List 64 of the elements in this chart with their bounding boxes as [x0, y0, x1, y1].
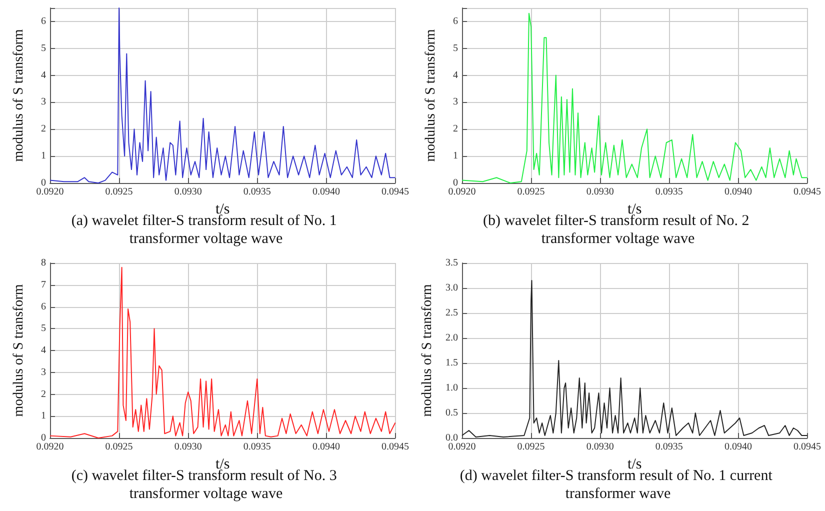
y-tick-label: 4 [41, 70, 46, 81]
y-tick-label: 8 [41, 258, 46, 268]
y-tick-label: 2 [41, 124, 46, 135]
y-tick-label: 1.0 [446, 382, 458, 394]
y-tick-label: 2.0 [446, 332, 458, 344]
x-tick-label: 0.0930 [174, 186, 202, 198]
line-series [50, 8, 396, 184]
y-axis-title: modulus of S transform [12, 284, 26, 417]
x-tick-label: 0.0920 [36, 186, 64, 198]
x-tick-label: 0.0935 [243, 442, 271, 452]
y-tick-label: 0.0 [446, 432, 458, 444]
x-tick-label: 0.0940 [724, 442, 752, 452]
x-tick-label: 0.0945 [382, 442, 409, 452]
y-tick-label: 3 [41, 366, 46, 378]
y-tick-label: 3 [41, 96, 46, 108]
x-tick-label: 0.0945 [794, 186, 821, 198]
x-tick-label: 0.0935 [655, 186, 683, 198]
y-tick-label: 6 [453, 16, 458, 27]
x-tick-label: 0.0930 [586, 442, 614, 452]
y-tick-label: 3.0 [446, 282, 458, 294]
x-tick-label: 0.0930 [174, 442, 202, 452]
y-tick-label: 2 [41, 388, 46, 400]
y-tick-label: 0 [41, 432, 46, 444]
text: (c) wavelet filter-S transform result of No. 3 transformer voltage wave [71, 468, 341, 502]
y-tick-label: 6 [41, 301, 46, 312]
x-tick-label: 0.0925 [105, 186, 133, 198]
x-tick-label: 0.0925 [517, 442, 545, 452]
y-tick-label: 5 [41, 42, 46, 54]
y-tick-label: 3.5 [446, 258, 458, 268]
x-tick-label: 0.0945 [382, 186, 409, 198]
x-tick-label: 0.0945 [794, 442, 821, 452]
y-axis-title: modulus of S transform [424, 29, 438, 162]
y-tick-label: 4 [453, 70, 458, 81]
x-tick-label: 0.0935 [655, 442, 683, 452]
x-tick-label: 0.0935 [243, 186, 271, 198]
x-tick-label: 0.0925 [105, 442, 133, 452]
y-tick-label: 1 [41, 150, 46, 162]
text: (a) wavelet filter-S transform result of No. 1 transformer voltage wave [71, 213, 341, 247]
y-tick-label: 5 [41, 323, 46, 334]
y-tick-label: 2 [453, 124, 458, 135]
y-tick-label: 1.5 [446, 358, 458, 368]
y-axis-title: modulus of S transform [12, 29, 26, 162]
text: (b) wavelet filter-S transform result of No. 2 transformer voltage wave [482, 213, 754, 247]
x-tick-label: 0.0920 [448, 186, 476, 198]
y-tick-label: 0.5 [446, 408, 458, 418]
y-tick-label: 0 [453, 178, 458, 188]
x-tick-label: 0.0940 [312, 186, 340, 198]
x-tick-label: 0.0920 [448, 442, 476, 452]
y-tick-label: 4 [41, 345, 46, 356]
x-tick-label: 0.0940 [724, 186, 752, 198]
y-tick-label: 0 [41, 178, 46, 188]
y-tick-label: 1 [453, 150, 458, 162]
x-tick-label: 0.0925 [517, 186, 545, 198]
line-series [50, 266, 396, 438]
y-tick-label: 6 [41, 16, 46, 27]
x-tick-label: 0.0920 [36, 442, 64, 452]
y-tick-label: 3 [453, 96, 458, 108]
y-tick-label: 2.5 [446, 308, 458, 318]
y-tick-label: 7 [41, 279, 46, 290]
x-tick-label: 0.0930 [586, 186, 614, 198]
y-axis-title: modulus of S transform [420, 284, 436, 417]
y-tick-label: 1 [41, 410, 46, 422]
y-tick-label: 5 [453, 42, 458, 54]
x-tick-label: 0.0940 [312, 442, 340, 452]
